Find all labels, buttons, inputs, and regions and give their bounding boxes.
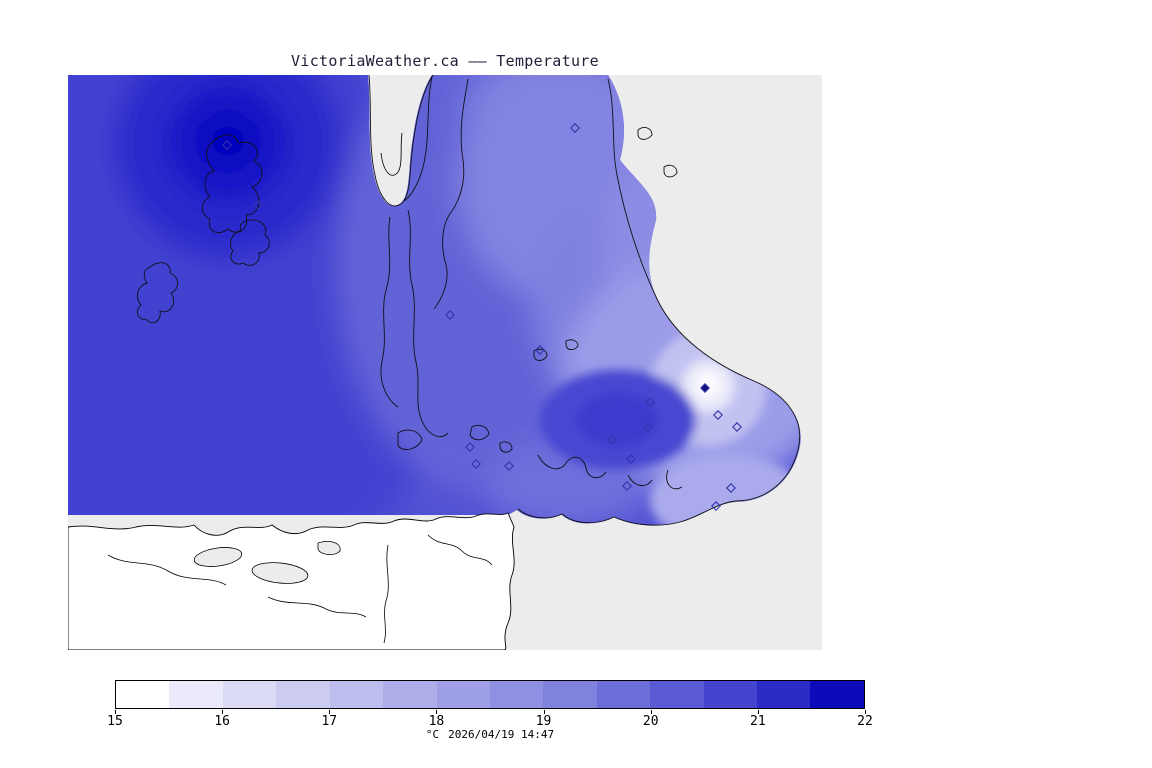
tick-mark [543,710,545,714]
colorbar-tick-labels: 15 16 17 18 19 20 21 22 [107,714,873,730]
unit-label: °C [425,728,440,741]
colorbar-segment [383,681,437,708]
colorbar-segment [596,681,651,708]
station-marker [726,483,736,493]
station-marker [535,345,545,355]
tick-label: 19 [535,714,552,729]
coastlines [136,75,801,526]
tick-mark [436,710,438,714]
tick-label: 18 [428,714,445,729]
page-title: VictoriaWeather.ca —— Temperature [291,52,599,70]
colorbar-footer: °C 2026/04/19 14:47 [115,728,865,741]
colorbar-segment [222,681,277,708]
south-landmass [68,512,515,650]
colorbar-segment [329,681,384,708]
tick-label: 16 [214,714,230,729]
tick-mark [222,710,224,714]
tick-label: 20 [642,714,659,729]
station-marker [622,481,632,491]
colorbar [115,680,865,709]
station-marker [700,383,710,393]
station-markers [222,123,742,511]
colorbar-segment [810,681,864,708]
station-marker [607,435,617,445]
temperature-map-svg [68,75,822,650]
weather-map [68,75,822,650]
station-marker [445,310,455,320]
station-marker [253,200,263,210]
colorbar-segment [169,681,223,708]
tick-label: 17 [321,714,338,729]
station-marker [732,422,742,432]
tick-mark [757,710,759,714]
colorbar-tick-marks [115,710,866,715]
tick-mark [329,710,331,714]
colorbar-segment [276,681,330,708]
station-marker [570,123,580,133]
colorbar-segment [489,681,544,708]
colorbar-segment [703,681,758,708]
colorbar-segment [436,681,490,708]
station-marker [504,461,514,471]
tick-label: 21 [750,714,766,729]
colorbar-segment [757,681,811,708]
colorbar-segment [543,681,597,708]
station-marker [711,501,721,511]
tick-mark [865,710,866,714]
station-marker [222,140,232,150]
station-marker [643,422,653,432]
tick-label: 22 [857,714,873,729]
station-marker [713,410,723,420]
timestamp-label: 2026/04/19 14:47 [448,728,555,741]
colorbar-segment [116,681,170,708]
tick-label: 15 [107,714,123,729]
station-marker [626,454,636,464]
tick-mark [115,710,116,714]
colorbar-segment [650,681,704,708]
station-marker [471,459,481,469]
tick-mark [650,710,652,714]
station-marker [645,397,655,407]
station-marker [465,442,475,452]
